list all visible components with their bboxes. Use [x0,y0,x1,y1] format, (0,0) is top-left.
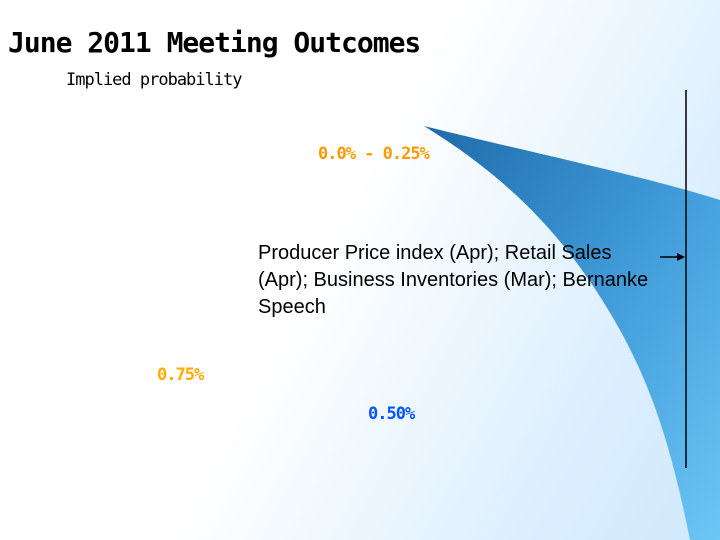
annotation-arrow-head [677,253,685,261]
slice-label-0-75: 0.75% [157,365,204,385]
blue-wedge-shape [424,126,720,540]
page-title: June 2011 Meeting Outcomes [8,26,421,59]
page-subtitle: Implied probability [66,70,242,90]
slice-label-0-0-25: 0.0% - 0.25% [318,144,430,164]
slice-label-0-50: 0.50% [368,404,415,424]
event-annotation: Producer Price index (Apr); Retail Sales… [258,242,649,318]
